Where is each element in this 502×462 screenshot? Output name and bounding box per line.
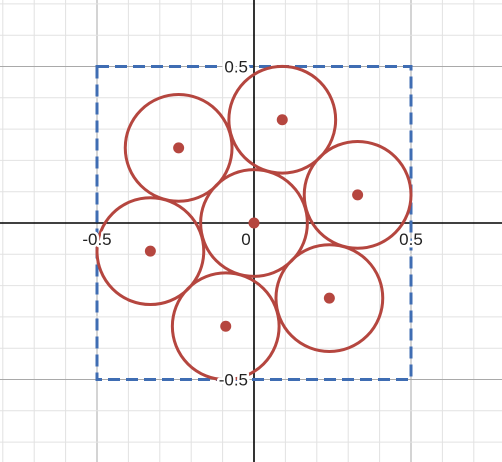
x-tick-label-0.5: 0.5: [399, 230, 423, 249]
circle-center-4: [352, 189, 364, 201]
y-tick-label-0.5: 0.5: [224, 58, 248, 77]
bounding-square: [95, 65, 413, 381]
circle-3: [123, 93, 234, 203]
circles-series: [95, 64, 413, 382]
circle-center-2: [276, 114, 288, 126]
circle-7: [170, 271, 281, 382]
circle-center-6: [323, 292, 335, 304]
circle-1: [199, 168, 309, 278]
circle-center-5: [144, 245, 156, 257]
bounding-square-group: [95, 65, 413, 381]
circle-2: [227, 64, 338, 175]
circle-center-1: [248, 217, 260, 229]
circle-center-3: [173, 142, 185, 154]
x-tick-label--0.5: -0.5: [82, 230, 111, 249]
circle-center-7: [220, 320, 232, 332]
circle-6: [274, 243, 385, 353]
x-tick-label-0: 0: [241, 230, 250, 249]
circle-4: [302, 139, 413, 250]
y-tick-label--0.5: -0.5: [219, 371, 248, 390]
circle-5: [95, 196, 206, 307]
tick-labels: -0.5 0 0.5 0.5 -0.5: [80, 55, 425, 392]
